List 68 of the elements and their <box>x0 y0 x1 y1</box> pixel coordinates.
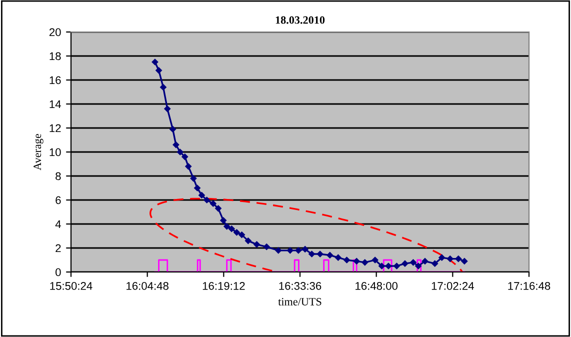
point <box>353 258 360 264</box>
chart-title: 18.03.2010 <box>276 16 325 24</box>
point <box>422 258 428 264</box>
point <box>254 241 260 248</box>
point <box>194 184 200 192</box>
point <box>215 205 222 212</box>
point <box>238 232 245 238</box>
point <box>172 142 180 148</box>
point <box>198 192 205 198</box>
y-tick-label: 0 <box>56 268 61 276</box>
point <box>295 247 302 254</box>
point <box>415 262 422 270</box>
point <box>402 260 408 267</box>
y-tick-label: 4 <box>55 220 61 228</box>
x-tick-label: 15:50:24 <box>50 282 92 290</box>
x-tick-label: 17:16:48 <box>508 282 550 290</box>
y-tick-label: 14 <box>50 100 61 108</box>
x-tick-label: 17:02:24 <box>432 282 474 290</box>
point <box>263 244 270 250</box>
y-tick-label: 18 <box>50 52 61 60</box>
point <box>455 256 462 262</box>
point <box>432 260 438 267</box>
point <box>210 200 216 207</box>
x-tick-label: 16:33:36 <box>279 282 322 290</box>
point <box>446 256 454 262</box>
x-tick-label: 16:19:12 <box>202 282 245 290</box>
point <box>160 84 166 90</box>
y-tick-label: 12 <box>50 124 61 132</box>
point <box>326 252 334 258</box>
point <box>394 262 400 270</box>
point <box>378 262 385 270</box>
point <box>335 254 342 261</box>
y-tick-label: 2 <box>56 244 61 252</box>
y-tick-label: 6 <box>56 196 61 204</box>
point <box>156 67 162 74</box>
point <box>190 175 197 182</box>
point <box>176 148 184 156</box>
y-tick-label: 20 <box>49 28 61 36</box>
point <box>170 126 176 132</box>
point <box>185 163 192 170</box>
point <box>224 223 230 230</box>
point <box>245 238 252 244</box>
point <box>372 256 378 264</box>
point <box>228 226 235 232</box>
point <box>461 258 468 264</box>
point <box>308 250 315 258</box>
y-tick-label: 8 <box>56 172 61 180</box>
point <box>220 217 226 224</box>
point <box>152 58 158 66</box>
point <box>438 254 446 261</box>
y-axis-title: Average <box>34 134 44 170</box>
point <box>286 247 294 254</box>
point <box>302 246 308 252</box>
y-tick-label: 10 <box>50 148 61 156</box>
point <box>410 259 416 266</box>
point <box>234 229 240 236</box>
point <box>204 196 210 204</box>
point <box>362 259 368 266</box>
x-tick-label: 16:48:00 <box>356 282 398 290</box>
x-tick-label: 16:04:48 <box>126 282 168 290</box>
point <box>164 106 171 112</box>
point <box>316 250 324 258</box>
y-tick-label: 16 <box>50 76 61 84</box>
point <box>182 154 188 160</box>
point <box>385 262 392 270</box>
point <box>275 247 282 254</box>
point <box>344 256 350 264</box>
x-axis-title: time/UTS <box>278 298 322 306</box>
